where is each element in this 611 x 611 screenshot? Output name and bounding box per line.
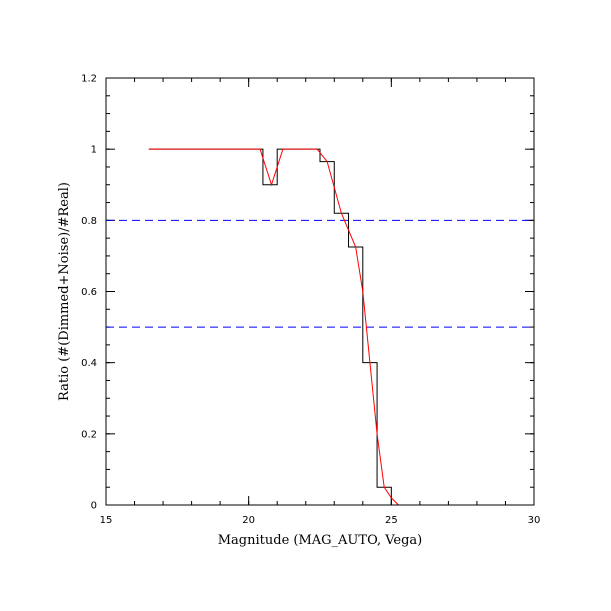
- y-tick-label: 1: [91, 145, 97, 156]
- plot-frame: [105, 77, 535, 506]
- fit-line-series: [148, 148, 534, 506]
- reference-lines: [106, 219, 534, 328]
- x-tick-label: 15: [100, 515, 113, 526]
- x-tick-label: 30: [528, 515, 541, 526]
- x-tick-labels: 15 20 25 30: [100, 515, 541, 526]
- y-tick-label: 0.8: [81, 216, 97, 227]
- y-tick-label: 1.2: [81, 74, 97, 85]
- y-tick-labels: 0 0.2 0.4 0.6 0.8 1 1.2: [81, 74, 97, 512]
- y-tick-label: 0: [91, 501, 97, 512]
- x-tick-label: 20: [242, 515, 255, 526]
- x-axis-label: Magnitude (MAG_AUTO, Vega): [218, 533, 423, 548]
- y-axis-label: Ratio (#(Dimmed+Noise)/#Real): [57, 182, 72, 401]
- y-tick-label: 0.4: [81, 358, 97, 369]
- x-tick-label: 25: [385, 515, 398, 526]
- y-tick-label: 0.2: [81, 429, 97, 440]
- y-tick-label: 0.6: [81, 287, 97, 298]
